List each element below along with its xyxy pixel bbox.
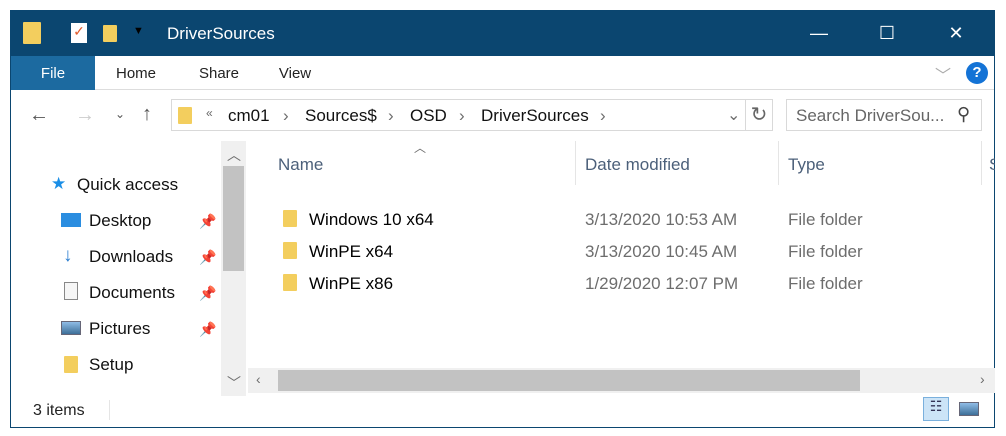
status-divider bbox=[109, 400, 110, 420]
details-view-button[interactable]: ☷ bbox=[923, 397, 949, 421]
expand-ribbon-icon[interactable]: ﹀ bbox=[935, 68, 952, 85]
crumb-osd[interactable]: OSD bbox=[410, 106, 447, 125]
overflow-icon[interactable]: « bbox=[206, 106, 213, 120]
refresh-button[interactable]: ↻ bbox=[746, 99, 773, 131]
download-icon: ↓ bbox=[63, 245, 73, 266]
horizontal-scrollbar[interactable]: ‹ › bbox=[248, 368, 995, 393]
desktop-icon bbox=[61, 213, 81, 227]
large-icons-view-button[interactable] bbox=[959, 402, 979, 416]
scroll-left-icon[interactable]: ‹ bbox=[256, 371, 261, 387]
document-icon bbox=[64, 282, 78, 300]
file-row[interactable]: WinPE x86 1/29/2020 12:07 PM File folder bbox=[248, 265, 968, 295]
column-divider[interactable] bbox=[575, 141, 576, 185]
file-type: File folder bbox=[788, 274, 863, 293]
nav-documents[interactable]: Documents bbox=[89, 283, 175, 302]
file-type: File folder bbox=[788, 210, 863, 229]
chevron-right-icon: › bbox=[600, 106, 606, 125]
recent-locations-icon[interactable]: ⌄ bbox=[115, 107, 126, 121]
customize-toolbar-icon[interactable]: ▼ bbox=[133, 25, 144, 37]
address-bar[interactable]: « cm01 › Sources$ › OSD › DriverSources … bbox=[171, 99, 746, 131]
column-size[interactable]: S bbox=[989, 155, 995, 174]
address-dropdown-icon[interactable]: ⌄ bbox=[727, 107, 741, 124]
search-icon[interactable]: ⚲ bbox=[957, 104, 971, 124]
window-title: DriverSources bbox=[167, 24, 275, 43]
folder-icon bbox=[283, 242, 297, 259]
column-type[interactable]: Type bbox=[788, 155, 825, 174]
minimize-button[interactable]: — bbox=[810, 23, 828, 43]
ribbon: File Home Share View ﹀ ? bbox=[11, 56, 994, 90]
star-icon: ★ bbox=[51, 174, 67, 193]
folder-icon bbox=[283, 210, 297, 227]
tab-share[interactable]: Share bbox=[198, 64, 240, 82]
folder-icon bbox=[23, 22, 41, 44]
nav-quick-access[interactable]: Quick access bbox=[77, 175, 179, 194]
folder-icon bbox=[64, 356, 78, 373]
file-row[interactable]: Windows 10 x64 3/13/2020 10:53 AM File f… bbox=[248, 201, 968, 231]
file-name: WinPE x64 bbox=[309, 242, 394, 261]
file-row[interactable]: WinPE x64 3/13/2020 10:45 AM File folder bbox=[248, 233, 968, 263]
scroll-up-icon[interactable]: ︿ bbox=[227, 147, 241, 163]
scroll-thumb[interactable] bbox=[278, 370, 860, 391]
help-icon[interactable]: ? bbox=[966, 62, 988, 84]
tab-view[interactable]: View bbox=[278, 64, 312, 82]
pictures-icon bbox=[61, 321, 81, 335]
chevron-right-icon: › bbox=[283, 106, 289, 125]
file-name: Windows 10 x64 bbox=[309, 210, 434, 229]
search-input[interactable]: Search DriverSou... ⚲ bbox=[786, 99, 982, 131]
crumb-driversources[interactable]: DriverSources bbox=[481, 106, 589, 125]
title-bar: ✓ ▼ DriverSources — ☐ ✕ bbox=[11, 11, 994, 56]
back-button[interactable]: ← bbox=[29, 104, 49, 126]
scroll-down-icon[interactable]: ﹀ bbox=[227, 375, 241, 391]
chevron-right-icon: › bbox=[459, 106, 465, 125]
column-date-modified[interactable]: Date modified bbox=[585, 155, 690, 174]
column-divider[interactable] bbox=[778, 141, 779, 185]
file-date: 3/13/2020 10:45 AM bbox=[585, 242, 738, 261]
file-list: ︿ Name Date modified Type S Windows 10 x… bbox=[248, 141, 995, 396]
properties-icon[interactable]: ✓ bbox=[71, 23, 87, 43]
file-type: File folder bbox=[788, 242, 863, 261]
crumb-sources[interactable]: Sources$ bbox=[305, 106, 377, 125]
maximize-button[interactable]: ☐ bbox=[878, 23, 896, 43]
folder-icon bbox=[178, 107, 192, 124]
nav-scrollbar[interactable]: ︿ ﹀ bbox=[221, 141, 246, 396]
tab-file[interactable]: File bbox=[11, 56, 95, 90]
chevron-right-icon: › bbox=[388, 106, 394, 125]
sort-ascending-icon: ︿ bbox=[414, 141, 427, 155]
folder-icon bbox=[283, 274, 297, 291]
file-name: WinPE x86 bbox=[309, 274, 394, 293]
nav-downloads[interactable]: Downloads bbox=[89, 247, 174, 266]
crumb-cm01[interactable]: cm01 bbox=[228, 106, 270, 125]
up-button[interactable]: ↑ bbox=[142, 103, 152, 125]
nav-setup[interactable]: Setup bbox=[89, 355, 134, 374]
navigation-pane: ★ Quick access Desktop ↓ Downloads Docum… bbox=[11, 141, 246, 396]
file-date: 3/13/2020 10:53 AM bbox=[585, 210, 738, 229]
file-date: 1/29/2020 12:07 PM bbox=[585, 274, 739, 293]
forward-button[interactable]: → bbox=[75, 104, 95, 126]
new-folder-icon[interactable] bbox=[103, 25, 117, 42]
close-button[interactable]: ✕ bbox=[948, 23, 964, 43]
scroll-right-icon[interactable]: › bbox=[980, 371, 985, 387]
pin-icon[interactable]: 📌 bbox=[199, 213, 217, 229]
pin-icon[interactable]: 📌 bbox=[199, 285, 217, 301]
explorer-window: ✓ ▼ DriverSources — ☐ ✕ File Home Share … bbox=[10, 10, 995, 428]
nav-desktop[interactable]: Desktop bbox=[89, 211, 152, 230]
scroll-thumb[interactable] bbox=[223, 166, 244, 271]
pin-icon[interactable]: 📌 bbox=[199, 249, 217, 265]
column-divider[interactable] bbox=[981, 141, 982, 185]
tab-home[interactable]: Home bbox=[115, 64, 156, 82]
search-placeholder: Search DriverSou... bbox=[796, 106, 945, 125]
pin-icon[interactable]: 📌 bbox=[199, 321, 217, 337]
nav-pictures[interactable]: Pictures bbox=[89, 319, 151, 338]
item-count: 3 items bbox=[33, 402, 85, 419]
column-name[interactable]: Name bbox=[278, 155, 324, 174]
